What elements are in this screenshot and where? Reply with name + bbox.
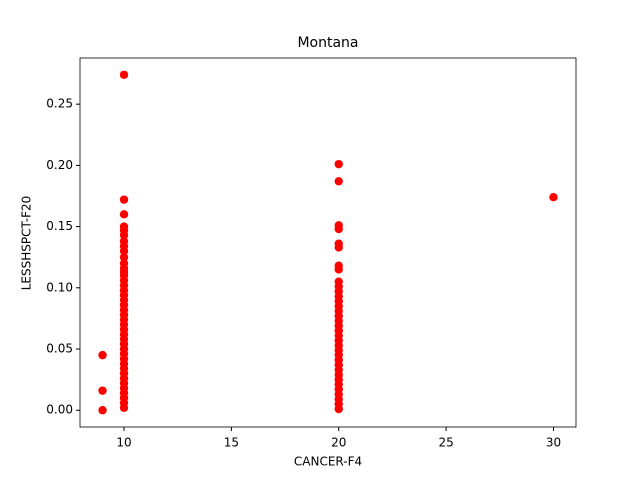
point xyxy=(334,265,343,274)
chart-title: Montana xyxy=(297,35,358,51)
point xyxy=(119,195,129,204)
y-tick-label: 0.15 xyxy=(46,219,73,233)
y-tick-label: 0.10 xyxy=(46,280,73,294)
point xyxy=(119,246,129,256)
y-tick-label: 0.00 xyxy=(46,403,73,417)
x-tick-label: 30 xyxy=(546,436,561,450)
point xyxy=(334,177,343,186)
point xyxy=(334,243,343,252)
point xyxy=(98,406,107,415)
x-tick-label: 15 xyxy=(224,436,239,450)
point xyxy=(334,224,343,234)
point xyxy=(549,193,558,202)
plot-frame xyxy=(79,57,577,428)
y-tick-label: 0.05 xyxy=(46,342,73,356)
y-axis-label: LESSHSPCT-F20 xyxy=(20,196,34,291)
x-axis-label: CANCER-F4 xyxy=(294,455,362,469)
point xyxy=(119,210,129,219)
point xyxy=(98,350,107,360)
x-tick-label: 20 xyxy=(331,436,346,450)
x-tick-label: 25 xyxy=(438,436,453,450)
point xyxy=(119,252,129,262)
point xyxy=(334,159,343,169)
point xyxy=(334,404,343,414)
point xyxy=(119,230,129,240)
y-tick-label: 0.25 xyxy=(46,97,73,111)
x-tick-label: 10 xyxy=(116,436,131,450)
point xyxy=(119,403,129,412)
point xyxy=(119,70,129,79)
point xyxy=(98,386,107,395)
y-tick-label: 0.20 xyxy=(46,158,73,172)
